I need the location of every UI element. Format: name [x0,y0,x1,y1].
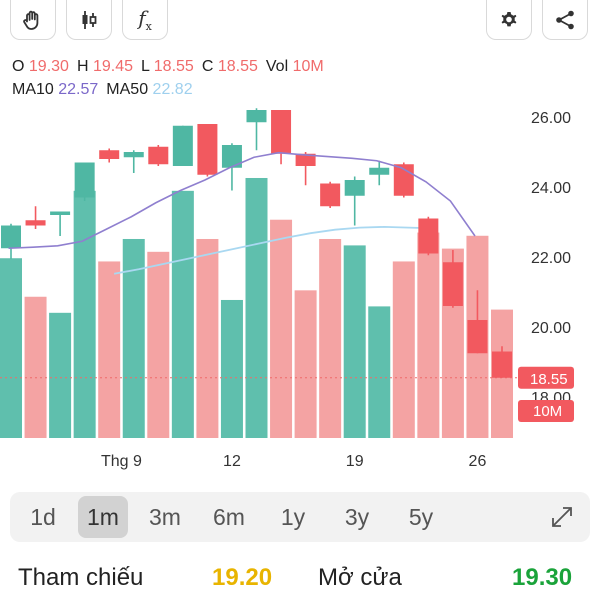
hand-icon [23,10,39,30]
last-volume-tag-label: 10M [533,403,562,420]
volume-bar [73,190,96,438]
open-value: 19.30 [28,58,69,75]
gear-icon [501,11,517,26]
candle-body [148,146,169,165]
chart-toolbar: fx [0,0,600,44]
candle-body [25,220,46,226]
candle-body [492,351,512,378]
volume-bar [392,261,415,438]
y-tick-label: 22.00 [531,250,571,267]
high-value: 19.45 [92,58,134,75]
function-icon: fx [138,6,152,33]
share-icon [556,10,574,29]
candle-body [123,152,144,158]
time-range-selector: 1d 1m 3m 6m 1y 3y 5y [10,492,590,542]
last-volume-tag [518,400,574,422]
low-value: 18.55 [153,58,194,75]
volume-value: 10M [292,58,324,75]
range-3y[interactable]: 3y [344,503,370,530]
close-value: 18.55 [217,58,258,75]
volume-bar [294,290,317,438]
price-reference-row: Tham chiếu 19.20 Mở cửa 19.30 [0,556,600,600]
volume-bar [147,251,170,438]
volume-bar [319,238,342,438]
volume-bar [196,238,219,438]
candle-body [467,320,488,354]
open-label: Mở cửa [318,564,402,591]
volume-bar [270,219,293,438]
volume-bar [220,299,243,438]
chart-type-button[interactable] [66,0,112,40]
volume-bar [368,306,391,438]
ma50-value: 22.82 [152,81,193,98]
y-tick-label: 20.00 [531,320,571,337]
settings-button[interactable] [486,0,532,40]
reference-label: Tham chiếu [18,564,144,591]
volume-bar [417,232,440,438]
ma10-value: 22.57 [58,81,99,98]
ma50-line [113,225,434,275]
y-tick-label: 24.00 [531,180,571,197]
candle-body [442,262,463,306]
expand-icon[interactable] [548,503,576,531]
range-1d[interactable]: 1d [30,503,56,530]
candle-body [74,162,95,198]
candle-body [369,167,390,175]
range-6m[interactable]: 6m [213,503,245,530]
candle-body [99,150,120,159]
volume-bar [343,245,366,438]
volume-bar [98,261,121,438]
candle-body [197,124,218,175]
indicators-button[interactable]: fx [122,0,168,40]
candle-body [1,225,21,249]
range-1m[interactable]: 1m [78,496,128,538]
ma-readout: MA10 22.57 MA50 22.82 [12,81,193,98]
candle-body [320,183,341,207]
x-tick-label: Thg 9 [101,453,142,470]
range-3m[interactable]: 3m [149,503,181,530]
candle-body [221,145,242,168]
x-tick-label: 19 [346,453,364,470]
x-tick-label: 12 [223,453,241,470]
y-tick-label: 26.00 [531,110,571,127]
candle-body [246,110,267,123]
volume-bar [122,238,145,438]
volume-bar [245,177,268,439]
candle-body [418,218,439,254]
x-tick-label: 26 [469,453,487,470]
candlestick-icon [82,10,97,29]
last-price-tag-label: 18.55 [530,371,568,388]
candle-body [344,180,365,196]
range-5y[interactable]: 5y [408,503,434,530]
share-button[interactable] [542,0,588,40]
volume-bar [49,312,72,438]
ma10-line [8,151,476,250]
reference-value: 19.20 [212,564,273,591]
ohlc-readout: O 19.30 H 19.45 L 18.55 C 18.55 Vol 10M [12,58,324,75]
volume-bar [171,190,194,438]
range-1y[interactable]: 1y [280,503,306,530]
candle-body [50,211,71,215]
last-price-tag [518,366,574,389]
candle-body [271,110,292,154]
candle-body [295,153,316,166]
open-price-value: 19.30 [512,564,573,591]
drawing-tool-button[interactable] [10,0,56,40]
volume-bar [24,296,47,438]
candle-body [172,125,193,166]
volume-bar [0,258,22,438]
